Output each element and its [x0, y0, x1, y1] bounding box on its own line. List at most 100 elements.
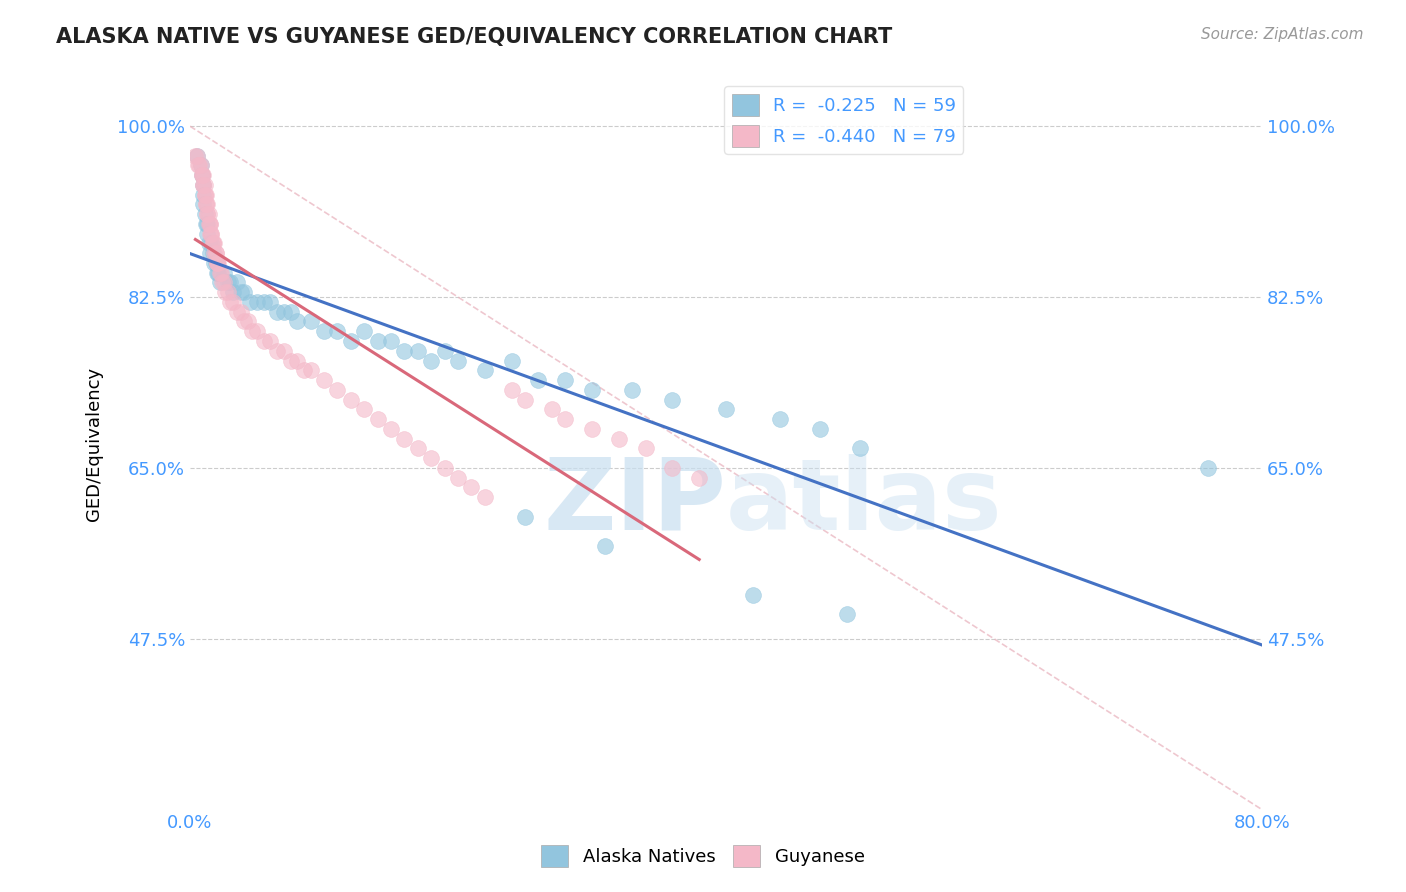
Legend: R =  -0.225   N = 59, R =  -0.440   N = 79: R = -0.225 N = 59, R = -0.440 N = 79 [724, 87, 963, 154]
Point [285, 314, 308, 328]
Point [273, 304, 295, 318]
Point [212, 276, 235, 290]
Point [197, 217, 219, 231]
Point [201, 236, 224, 251]
Point [197, 207, 219, 221]
Point [688, 470, 710, 484]
Point [226, 304, 249, 318]
Point [849, 442, 872, 456]
Point [299, 363, 322, 377]
Point [229, 285, 252, 300]
Point [406, 343, 429, 358]
Point [226, 276, 249, 290]
Point [273, 343, 295, 358]
Point [207, 256, 229, 270]
Point [581, 383, 603, 397]
Point [204, 256, 226, 270]
Point [202, 236, 225, 251]
Point [420, 353, 443, 368]
Point [253, 295, 276, 310]
Point [246, 295, 269, 310]
Point [554, 373, 576, 387]
Point [299, 314, 322, 328]
Point [191, 168, 214, 182]
Legend: Alaska Natives, Guyanese: Alaska Natives, Guyanese [534, 838, 872, 874]
Point [259, 295, 281, 310]
Point [433, 343, 456, 358]
Point [212, 266, 235, 280]
Point [554, 412, 576, 426]
Point [1197, 461, 1219, 475]
Point [394, 343, 416, 358]
Point [808, 422, 831, 436]
Point [205, 266, 228, 280]
Point [195, 197, 218, 211]
Point [581, 422, 603, 436]
Point [204, 246, 226, 260]
Point [194, 187, 217, 202]
Point [714, 402, 737, 417]
Point [280, 304, 302, 318]
Point [200, 227, 222, 241]
Point [240, 324, 263, 338]
Point [205, 256, 228, 270]
Point [229, 304, 252, 318]
Point [204, 246, 226, 260]
Point [193, 168, 215, 182]
Point [198, 217, 221, 231]
Point [768, 412, 790, 426]
Point [205, 256, 228, 270]
Point [211, 276, 233, 290]
Point [326, 324, 349, 338]
Point [340, 334, 363, 348]
Point [380, 422, 402, 436]
Point [217, 285, 239, 300]
Point [607, 432, 630, 446]
Point [201, 236, 224, 251]
Point [326, 383, 349, 397]
Point [266, 304, 288, 318]
Point [406, 442, 429, 456]
Point [191, 168, 214, 182]
Point [367, 412, 389, 426]
Point [187, 158, 209, 172]
Point [474, 363, 496, 377]
Point [194, 178, 217, 192]
Point [195, 187, 218, 202]
Point [280, 353, 302, 368]
Point [198, 217, 221, 231]
Point [198, 217, 221, 231]
Point [197, 207, 219, 221]
Point [292, 363, 315, 377]
Point [208, 266, 231, 280]
Point [513, 392, 536, 407]
Point [195, 217, 218, 231]
Point [197, 197, 219, 211]
Point [447, 353, 470, 368]
Point [186, 148, 208, 162]
Point [447, 470, 470, 484]
Point [207, 266, 229, 280]
Point [246, 324, 269, 338]
Point [193, 178, 215, 192]
Point [194, 207, 217, 221]
Point [188, 158, 211, 172]
Point [222, 285, 245, 300]
Point [191, 168, 214, 182]
Point [190, 158, 212, 172]
Point [367, 334, 389, 348]
Point [219, 295, 242, 310]
Point [193, 178, 215, 192]
Text: atlas: atlas [725, 453, 1002, 550]
Point [232, 314, 254, 328]
Text: ZIP: ZIP [543, 453, 725, 550]
Point [741, 588, 763, 602]
Point [193, 187, 215, 202]
Point [474, 490, 496, 504]
Point [835, 607, 858, 622]
Point [501, 353, 523, 368]
Point [353, 324, 375, 338]
Point [214, 285, 236, 300]
Point [217, 276, 239, 290]
Point [200, 227, 222, 241]
